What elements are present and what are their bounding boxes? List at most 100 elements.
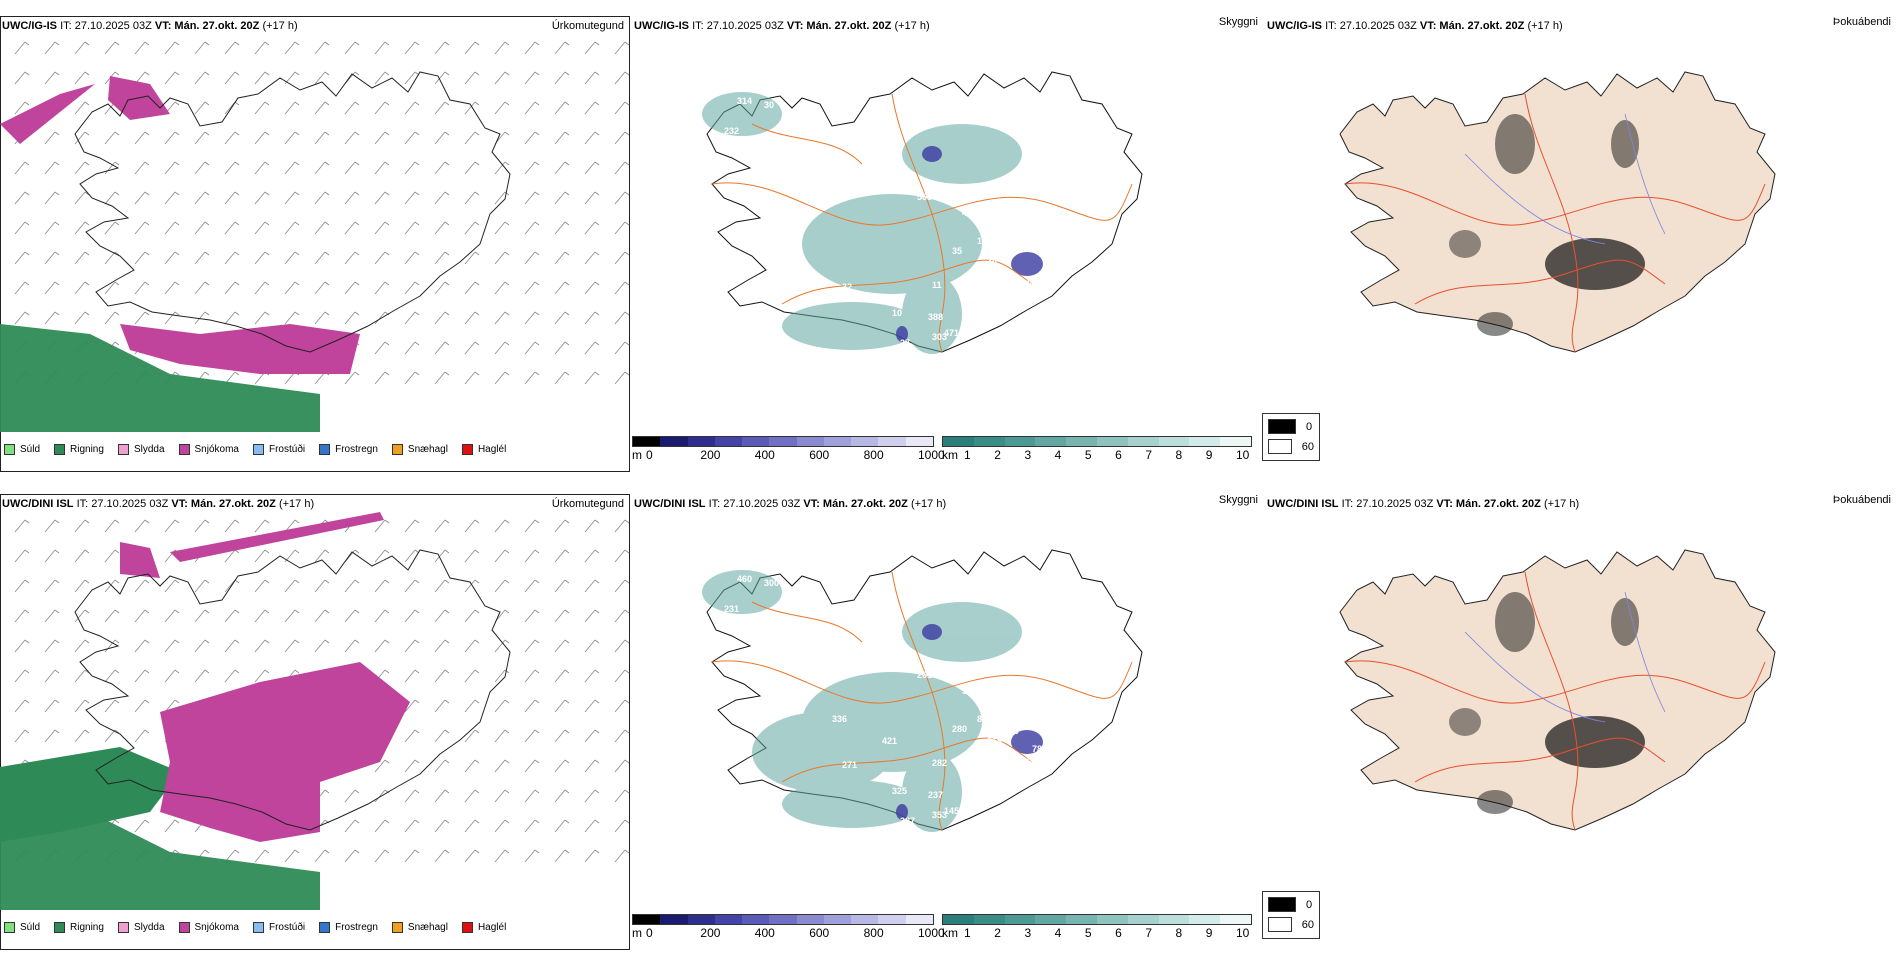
panel-title: Þokuábendi bbox=[1832, 494, 1891, 506]
cloud-base-label: 300 bbox=[764, 578, 779, 588]
cloud-base-label: 327 bbox=[900, 816, 915, 826]
fog-legend-swatch bbox=[1268, 419, 1296, 434]
cloud-base-label: 471 bbox=[944, 328, 959, 338]
cloud-base-label: 78 bbox=[1032, 744, 1042, 754]
legend-item: Haglél bbox=[461, 443, 507, 455]
colorbar-segment bbox=[1035, 437, 1067, 446]
cloud-base-label: 35 bbox=[952, 246, 962, 256]
fog-panel-row2: UWC/DINI ISL IT: 27.10.2025 03Z VT: Mán.… bbox=[1265, 488, 1895, 958]
cloud-base-label: 145 bbox=[944, 806, 959, 816]
colorbar-tick: 0 bbox=[646, 448, 653, 462]
panel-title: Þokuábendi bbox=[1832, 16, 1891, 28]
cloud-base-label: 33 bbox=[942, 192, 952, 202]
colorbar-tick: 6 bbox=[1115, 926, 1122, 940]
init-time: IT: 27.10.2025 03Z bbox=[1325, 20, 1417, 32]
model-name: UWC/DINI ISL bbox=[2, 498, 74, 510]
cloud-base-label: 82 bbox=[977, 714, 987, 724]
panel-frame bbox=[0, 16, 630, 472]
legend-item: Slydda bbox=[117, 443, 165, 455]
colorbar-segment bbox=[687, 915, 715, 924]
legend-label: Frostúði bbox=[268, 443, 306, 455]
legend-swatch bbox=[391, 921, 403, 933]
panel-title: Skyggni bbox=[1218, 16, 1258, 28]
colorbar-tick: 1000 bbox=[918, 926, 945, 940]
panel-title: Úrkomutegund bbox=[551, 498, 624, 510]
cloud-base-label: 237 bbox=[928, 790, 943, 800]
colorbar-segment bbox=[851, 915, 879, 924]
ceiling-colorbar: m 0 200 400 600 800 1000 bbox=[632, 914, 945, 941]
model-name: UWC/DINI ISL bbox=[634, 498, 706, 510]
legend-label: Rigning bbox=[70, 443, 104, 455]
cloud-base-label: 30 bbox=[1004, 248, 1014, 258]
fog-legend-label: 60 bbox=[1301, 440, 1314, 453]
colorbar-tick: 10 bbox=[1236, 448, 1250, 462]
legend-label: Haglél bbox=[477, 443, 507, 455]
colorbar-segment bbox=[823, 437, 852, 446]
legend-item: Rigning bbox=[54, 921, 104, 933]
colorbar-segment bbox=[1189, 437, 1221, 446]
legend-swatch bbox=[252, 443, 264, 455]
colorbar-segment bbox=[714, 915, 743, 924]
cloud-base-label: 106 bbox=[1022, 278, 1037, 288]
cloud-base-label: 389 bbox=[962, 766, 977, 776]
legend-label: Slydda bbox=[133, 921, 165, 933]
colorbar-tick: 0 bbox=[646, 926, 653, 940]
cloud-base-label: 109 bbox=[974, 746, 989, 756]
legend-swatch bbox=[117, 443, 129, 455]
colorbar-segment bbox=[660, 915, 688, 924]
colorbar-tick: 6 bbox=[1115, 448, 1122, 462]
colorbar-tick: 3 bbox=[1024, 926, 1032, 940]
init-time: IT: 27.10.2025 03Z bbox=[60, 20, 152, 32]
legend-item: Súld bbox=[4, 921, 41, 933]
init-time: IT: 27.10.2025 03Z bbox=[708, 498, 801, 510]
colorbar-tick: 7 bbox=[1145, 448, 1153, 462]
colorbar-segment bbox=[633, 437, 661, 446]
colorbar-segment bbox=[1066, 915, 1097, 924]
legend-item: Haglél bbox=[461, 921, 506, 933]
legend-swatch bbox=[319, 921, 331, 933]
cloud-base-label: 102 bbox=[974, 268, 989, 278]
colorbar-segment bbox=[1127, 915, 1159, 924]
colorbar-segment bbox=[943, 437, 974, 446]
fog-panel-row1: UWC/IG-IS IT: 27.10.2025 03Z VT: Mán. 27… bbox=[1265, 10, 1895, 480]
legend-swatch bbox=[319, 443, 331, 455]
colorbar-tick: 5 bbox=[1084, 926, 1092, 940]
cloud-base-label: 76 bbox=[1010, 774, 1020, 784]
panel-header: UWC/IG-IS IT: 27.10.2025 03Z VT: Mán. 27… bbox=[1267, 20, 1563, 32]
valid-time: VT: Mán. 27.okt. 20Z bbox=[803, 498, 908, 510]
panel-header: UWC/DINI ISL IT: 27.10.2025 03Z VT: Mán.… bbox=[2, 498, 314, 510]
legend-swatch bbox=[252, 921, 264, 933]
cloud-base-label: 11 bbox=[932, 280, 942, 290]
colorbar-tick: 3 bbox=[1024, 448, 1032, 462]
valid-time: VT: Mán. 27.okt. 20Z bbox=[786, 20, 892, 32]
legend-item: Frostregn bbox=[319, 921, 378, 933]
cloud-base-label: 303 bbox=[932, 332, 947, 342]
precip-type-legend: Súld Rigning Slydda Snjókoma Frostúði Frostre… bbox=[4, 434, 506, 464]
legend-label: Súld bbox=[20, 921, 41, 933]
cloud-base-label: 336 bbox=[832, 714, 847, 724]
fog-legend-swatch bbox=[1268, 439, 1292, 454]
panel-title: Úrkomutegund bbox=[551, 20, 624, 32]
colorbar-tick: 2 bbox=[994, 448, 1001, 462]
fog-legend-label: 0 bbox=[1306, 898, 1313, 911]
fog-legend-swatch bbox=[1268, 897, 1296, 912]
cloud-base-label: 496 bbox=[962, 668, 977, 678]
cloud-base-label: 44 bbox=[942, 670, 952, 680]
cloud-base-label: 165 bbox=[977, 236, 992, 246]
panel-header: UWC/DINI ISL IT: 27.10.2025 03Z VT: Mán.… bbox=[634, 498, 946, 510]
cloud-base-label: 232 bbox=[724, 126, 739, 136]
legend-item: Rigning bbox=[54, 443, 104, 455]
cloud-base-label: 261 bbox=[917, 670, 932, 680]
colorbar-tick: 9 bbox=[1205, 448, 1213, 462]
legend-label: Snjókoma bbox=[194, 921, 239, 933]
colorbar-unit: m bbox=[632, 926, 642, 940]
colorbar-tick: 10 bbox=[1236, 926, 1250, 940]
precip-type-map bbox=[0, 41, 630, 432]
colorbar-tick: 4 bbox=[1054, 448, 1062, 462]
cloud-base-label: 421 bbox=[882, 736, 897, 746]
colorbar-segment bbox=[1096, 437, 1128, 446]
colorbar-segment bbox=[687, 437, 715, 446]
precip-type-panel-row1: UWC/IG-IS IT: 27.10.2025 03Z VT: Mán. 27… bbox=[0, 10, 630, 480]
